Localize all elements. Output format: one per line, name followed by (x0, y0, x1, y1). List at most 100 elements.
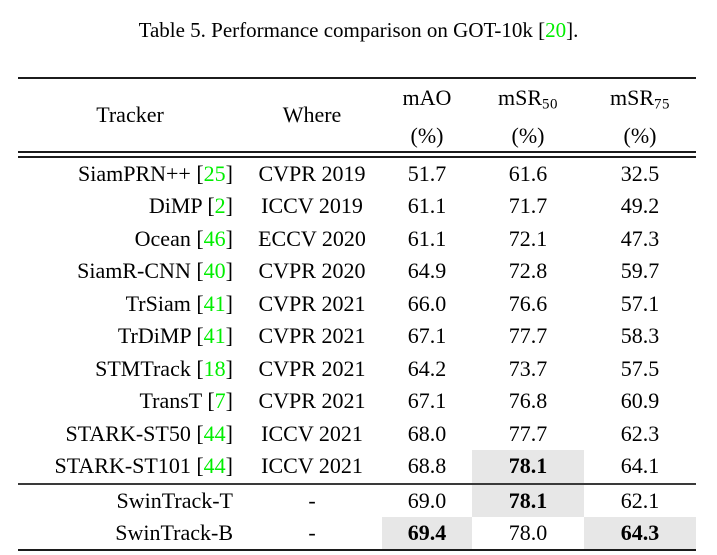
metric-name: mAO (402, 85, 452, 110)
msr75-cell: 64.1 (620, 453, 660, 479)
where-cell: CVPR 2019 (258, 160, 366, 186)
where-cell: CVPR 2021 (258, 388, 366, 414)
citation-ref: 44 (203, 420, 226, 446)
where-cell: ICCV 2021 (261, 420, 363, 446)
col-header-msr75: mSR75 (%) (584, 78, 696, 154)
tracker-cell: STARK-ST101 [44] (54, 453, 233, 479)
performance-table: Tracker Where mAO (%) mSR50 (%) mSR75 (%… (18, 77, 696, 551)
msr75-cell: 32.5 (620, 160, 660, 186)
table-row: SwinTrack-B - 69.4 78.0 64.3 (18, 516, 696, 550)
table-row: TransT [7] CVPR 2021 67.1 76.8 60.9 (18, 385, 696, 418)
caption-text: Table 5. Performance comparison on GOT-1… (138, 18, 546, 42)
tracker-cell: SiamR-CNN [40] (77, 258, 233, 284)
table-row: SiamR-CNN [40] CVPR 2020 64.9 72.8 59.7 (18, 255, 696, 288)
header-row: Tracker Where mAO (%) mSR50 (%) mSR75 (%… (18, 78, 696, 155)
table-caption: Table 5. Performance comparison on GOT-1… (0, 0, 717, 44)
msr50-cell: 78.1 (472, 483, 584, 517)
citation-ref: 40 (203, 258, 226, 284)
where-cell: CVPR 2021 (258, 323, 366, 349)
table-row: STARK-ST50 [44] ICCV 2021 68.0 77.7 62.3 (18, 418, 696, 451)
msr50-cell: 72.8 (508, 258, 548, 284)
tracker-cell: DiMP [2] (148, 193, 233, 219)
table-row: DiMP [2] ICCV 2019 61.1 71.7 49.2 (18, 190, 696, 223)
msr50-cell: 76.8 (508, 388, 548, 414)
msr50-cell: 77.7 (508, 323, 548, 349)
citation-ref: 7 (214, 388, 226, 414)
tracker-cell: TrDiMP [41] (117, 323, 233, 349)
col-header-mao: mAO (%) (382, 78, 472, 154)
mao-cell: 69.0 (407, 487, 447, 513)
table-row: STARK-ST101 [44] ICCV 2021 68.8 78.1 64.1 (18, 450, 696, 484)
metric-name: mSR (610, 85, 655, 110)
mao-cell: 67.1 (407, 323, 447, 349)
mao-cell: 67.1 (407, 388, 447, 414)
tracker-cell: SwinTrack-B (115, 519, 233, 545)
tracker-cell: Ocean [46] (134, 225, 233, 251)
citation-ref: 41 (203, 290, 226, 316)
where-cell: CVPR 2020 (258, 258, 366, 284)
mao-cell: 68.0 (407, 420, 447, 446)
where-cell: - (308, 519, 316, 545)
where-cell: CVPR 2021 (258, 290, 366, 316)
mao-cell: 51.7 (407, 160, 447, 186)
where-cell: - (308, 487, 316, 513)
mao-cell: 64.9 (407, 258, 447, 284)
msr50-cell: 72.1 (508, 225, 548, 251)
where-cell: ICCV 2021 (261, 453, 363, 479)
table-row: SwinTrack-T - 69.0 78.1 62.1 (18, 483, 696, 517)
table-body: SiamPRN++ [25] CVPR 2019 51.7 61.6 32.5 DiMP … (18, 154, 696, 550)
mao-cell: 68.8 (407, 453, 447, 479)
metric-unit: (%) (511, 122, 545, 148)
mao-cell: 69.4 (382, 516, 472, 550)
col-header-where: Where (282, 101, 342, 127)
citation-ref: 46 (203, 225, 226, 251)
caption-citation-ref: 20 (545, 18, 567, 42)
metric-subscript: 50 (542, 96, 558, 113)
col-header-msr50: mSR50 (%) (472, 78, 584, 154)
caption-text-suffix: ]. (566, 18, 579, 42)
msr50-cell: 78.0 (508, 519, 548, 545)
where-cell: ICCV 2019 (261, 193, 363, 219)
msr75-cell: 62.3 (620, 420, 660, 446)
msr75-cell: 58.3 (620, 323, 660, 349)
tracker-cell: TransT [7] (139, 388, 233, 414)
msr75-cell: 47.3 (620, 225, 660, 251)
msr50-cell: 71.7 (508, 193, 548, 219)
tracker-cell: TrSiam [41] (125, 290, 233, 316)
msr75-cell: 57.1 (620, 290, 660, 316)
metric-name: mSR (498, 85, 543, 110)
metric-subscript: 75 (654, 96, 670, 113)
citation-ref: 2 (214, 193, 226, 219)
citation-ref: 25 (203, 160, 226, 186)
tracker-cell: SiamPRN++ [25] (78, 160, 233, 186)
msr75-cell: 49.2 (620, 193, 660, 219)
citation-ref: 44 (203, 453, 226, 479)
tracker-cell: STMTrack [18] (95, 355, 233, 381)
table-row: SiamPRN++ [25] CVPR 2019 51.7 61.6 32.5 (18, 154, 696, 190)
msr50-cell: 73.7 (508, 355, 548, 381)
metric-unit: (%) (623, 122, 657, 148)
table-row: TrSiam [41] CVPR 2021 66.0 76.6 57.1 (18, 288, 696, 321)
table-row: Ocean [46] ECCV 2020 61.1 72.1 47.3 (18, 223, 696, 256)
msr75-cell: 59.7 (620, 258, 660, 284)
msr50-cell: 76.6 (508, 290, 548, 316)
citation-ref: 18 (203, 355, 226, 381)
mao-cell: 61.1 (407, 193, 447, 219)
mao-cell: 64.2 (407, 355, 447, 381)
msr50-cell: 77.7 (508, 420, 548, 446)
table-row: TrDiMP [41] CVPR 2021 67.1 77.7 58.3 (18, 320, 696, 353)
msr75-cell: 57.5 (620, 355, 660, 381)
msr75-cell: 64.3 (584, 516, 696, 550)
where-cell: ECCV 2020 (258, 225, 366, 251)
metric-unit: (%) (410, 122, 444, 148)
msr75-cell: 60.9 (620, 388, 660, 414)
msr75-cell: 62.1 (620, 487, 660, 513)
table-row: STMTrack [18] CVPR 2021 64.2 73.7 57.5 (18, 353, 696, 386)
where-cell: CVPR 2021 (258, 355, 366, 381)
mao-cell: 61.1 (407, 225, 447, 251)
msr50-cell: 61.6 (508, 160, 548, 186)
msr50-cell: 78.1 (472, 450, 584, 484)
tracker-cell: STARK-ST50 [44] (65, 420, 233, 446)
tracker-cell: SwinTrack-T (116, 487, 233, 513)
citation-ref: 41 (203, 323, 226, 349)
